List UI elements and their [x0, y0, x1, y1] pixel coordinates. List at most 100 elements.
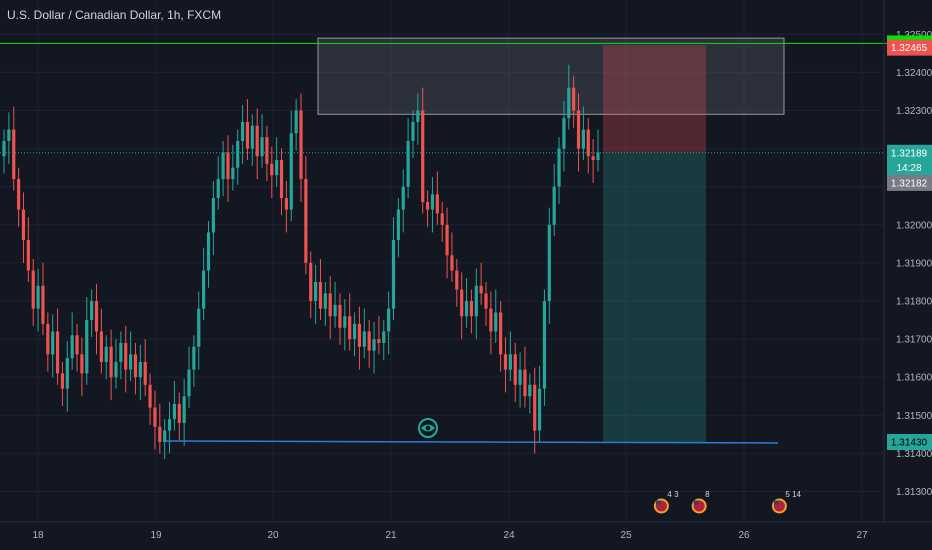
candle-body	[221, 152, 225, 180]
candle-body	[167, 419, 172, 431]
candle-body	[391, 240, 396, 309]
candle-body	[177, 403, 181, 423]
candle-body	[309, 262, 313, 302]
candle-body	[367, 331, 371, 351]
resistance-zone[interactable]	[317, 37, 785, 115]
tradingview-eye-icon	[418, 418, 438, 438]
time-tick-label: 24	[503, 530, 515, 541]
candle-body	[60, 373, 65, 389]
event-flag-icon[interactable]: 4 3	[652, 490, 679, 515]
candle-body	[318, 281, 323, 309]
candle-body	[416, 110, 420, 122]
candle-body	[450, 255, 454, 271]
candle-body	[484, 293, 488, 309]
candle-body	[440, 213, 444, 225]
candle-body	[338, 304, 342, 328]
candle-body	[401, 186, 405, 210]
candle-body	[289, 133, 293, 210]
symbol-title: U.S. Dollar / Canadian Dollar, 1h, FXCM	[7, 8, 222, 22]
candle-body	[396, 209, 400, 241]
horizontal-lines[interactable]	[0, 42, 932, 444]
candle-body	[430, 194, 435, 210]
candle-body	[211, 198, 215, 233]
time-axis[interactable]: 18 19 20 21 24 25 26 27	[0, 521, 932, 541]
candle-body	[65, 358, 69, 389]
candle-body	[90, 301, 94, 321]
candle-body	[133, 354, 138, 378]
price-tag-label: 1.32182	[891, 178, 928, 189]
candle-body	[343, 316, 347, 328]
support-trendline[interactable]	[165, 440, 779, 444]
drawing-zones[interactable]	[317, 37, 785, 442]
time-tick-label: 18	[32, 530, 44, 541]
candle-body	[163, 430, 167, 442]
candle-body	[192, 346, 196, 370]
candle-body	[547, 224, 551, 302]
candle-body	[421, 110, 425, 202]
candle-body	[279, 160, 284, 199]
candle-body	[46, 323, 50, 355]
price-tag-label: 14:28	[896, 163, 921, 174]
candle-body	[411, 121, 415, 141]
candle-body	[138, 361, 142, 378]
time-tick-label: 25	[620, 530, 632, 541]
take-profit-zone[interactable]	[603, 152, 706, 442]
candle-body	[182, 396, 186, 423]
price-tick-label: 1.31300	[896, 487, 932, 498]
candle-body	[489, 308, 493, 332]
candle-body	[528, 384, 532, 397]
time-tick-label: 20	[267, 530, 279, 541]
candle-body	[12, 129, 16, 180]
candle-body	[387, 308, 391, 332]
candle-body	[382, 331, 386, 343]
stop-loss-zone-extension	[603, 45, 706, 48]
price-tick-label: 1.31600	[896, 373, 932, 384]
candle-body	[499, 312, 503, 355]
candle-body	[197, 308, 201, 347]
candle-body	[7, 129, 11, 141]
candle-body	[445, 224, 449, 256]
price-tag-label: 1.32189	[891, 148, 928, 159]
candle-body	[469, 301, 474, 317]
candle-body	[479, 285, 483, 294]
candle-body	[542, 301, 547, 389]
candle-body	[523, 369, 527, 397]
candle-body	[323, 293, 327, 309]
candle-body	[31, 270, 35, 309]
candle-body	[26, 240, 30, 271]
price-tag	[887, 39, 932, 56]
candle-body	[464, 301, 469, 317]
economic-events[interactable]: 4 3 8 5 14	[652, 490, 802, 515]
event-flag-icon[interactable]: 8	[690, 490, 710, 515]
candle-body	[17, 179, 21, 210]
candle-body	[494, 312, 498, 332]
price-tag-label: 1.31430	[891, 437, 928, 448]
event-flag-icon[interactable]: 5 14	[770, 490, 802, 515]
candle-body	[372, 339, 376, 351]
candle-body	[85, 320, 89, 374]
price-tick-label: 1.31800	[896, 297, 932, 308]
candle-body	[572, 87, 576, 111]
candle-body	[153, 407, 157, 427]
candle-body	[226, 152, 230, 180]
candle-body	[143, 361, 147, 385]
candle-body	[128, 354, 133, 370]
candle-body	[314, 281, 318, 302]
candle-body	[435, 194, 439, 214]
candle-body	[158, 426, 162, 442]
time-tick-label: 26	[738, 530, 750, 541]
price-tag	[887, 144, 932, 161]
candle-body	[567, 87, 571, 119]
price-tick-label: 1.32300	[896, 106, 932, 117]
candle-body	[70, 335, 74, 359]
candle-body	[275, 160, 279, 176]
candle-body	[109, 346, 113, 378]
candle-body	[51, 331, 55, 355]
stop-loss-zone[interactable]	[603, 47, 706, 153]
candle-body	[513, 354, 517, 385]
price-tick-label: 1.32500	[896, 30, 932, 41]
candle-body	[148, 384, 152, 408]
candle-body	[352, 323, 357, 340]
candle-body	[124, 342, 128, 370]
